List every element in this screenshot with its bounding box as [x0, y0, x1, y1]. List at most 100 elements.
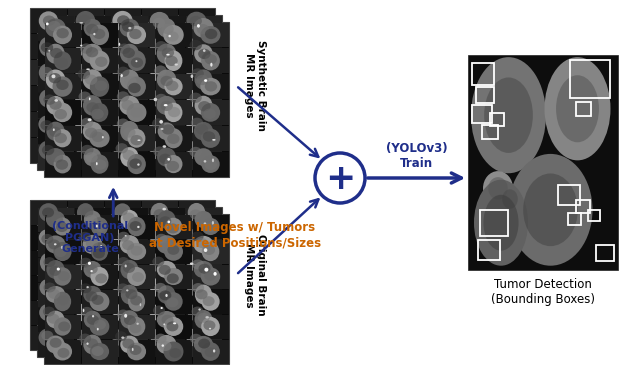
Ellipse shape: [187, 278, 206, 296]
Bar: [45, 215, 81, 238]
Ellipse shape: [54, 243, 56, 245]
Ellipse shape: [79, 232, 91, 242]
Ellipse shape: [204, 79, 207, 82]
Ellipse shape: [157, 70, 176, 89]
Ellipse shape: [200, 26, 221, 44]
Ellipse shape: [54, 133, 67, 143]
Ellipse shape: [157, 235, 177, 254]
Bar: [74, 283, 111, 307]
Bar: [156, 74, 191, 99]
Ellipse shape: [187, 328, 206, 347]
Ellipse shape: [138, 139, 141, 141]
Ellipse shape: [90, 270, 93, 272]
Ellipse shape: [53, 242, 72, 261]
Bar: [38, 283, 74, 307]
Ellipse shape: [122, 339, 134, 349]
Ellipse shape: [120, 121, 139, 142]
Ellipse shape: [167, 223, 179, 234]
Ellipse shape: [168, 35, 171, 37]
Bar: [38, 145, 74, 169]
Bar: [111, 41, 147, 66]
Ellipse shape: [129, 83, 141, 93]
Ellipse shape: [127, 26, 146, 44]
Ellipse shape: [113, 303, 132, 322]
Bar: [111, 93, 147, 118]
Bar: [156, 315, 191, 338]
Ellipse shape: [90, 129, 109, 147]
Bar: [74, 233, 111, 257]
Ellipse shape: [150, 12, 170, 30]
Bar: [480, 210, 508, 236]
Ellipse shape: [191, 231, 204, 241]
Bar: [568, 213, 581, 225]
Bar: [81, 315, 118, 338]
Bar: [156, 215, 191, 238]
Ellipse shape: [122, 100, 134, 110]
Bar: [74, 119, 111, 144]
Ellipse shape: [193, 18, 214, 38]
Bar: [74, 93, 111, 118]
Ellipse shape: [39, 63, 58, 82]
Ellipse shape: [154, 98, 157, 101]
Ellipse shape: [46, 260, 65, 279]
Bar: [576, 102, 591, 116]
Ellipse shape: [83, 309, 84, 312]
Bar: [67, 138, 104, 162]
Ellipse shape: [167, 273, 179, 283]
Ellipse shape: [46, 122, 65, 141]
Ellipse shape: [45, 148, 65, 166]
Ellipse shape: [120, 235, 139, 254]
Bar: [111, 145, 147, 169]
Bar: [45, 74, 81, 99]
Bar: [111, 307, 147, 331]
Bar: [81, 215, 118, 238]
Ellipse shape: [131, 246, 143, 256]
Ellipse shape: [76, 254, 95, 271]
Ellipse shape: [46, 211, 65, 228]
Ellipse shape: [54, 99, 58, 102]
Ellipse shape: [38, 328, 58, 347]
Text: Original Brain
MR Images: Original Brain MR Images: [244, 234, 266, 316]
Bar: [118, 100, 154, 125]
Bar: [81, 152, 118, 177]
Ellipse shape: [209, 328, 211, 330]
Ellipse shape: [42, 207, 54, 218]
Ellipse shape: [205, 347, 216, 357]
Bar: [118, 265, 154, 288]
Ellipse shape: [90, 292, 109, 311]
Bar: [31, 326, 67, 350]
Ellipse shape: [86, 291, 98, 301]
Ellipse shape: [161, 101, 173, 111]
Ellipse shape: [137, 164, 140, 166]
Ellipse shape: [194, 336, 213, 353]
Bar: [31, 60, 67, 85]
Ellipse shape: [166, 31, 179, 42]
Ellipse shape: [126, 289, 129, 291]
Bar: [111, 15, 147, 41]
Bar: [37, 15, 222, 170]
Ellipse shape: [202, 242, 220, 261]
Ellipse shape: [40, 120, 52, 131]
Ellipse shape: [56, 160, 68, 170]
Bar: [111, 333, 147, 357]
Ellipse shape: [127, 243, 146, 260]
Text: Novel Images w/ Tumors
at Desired Positions/Sizes: Novel Images w/ Tumors at Desired Positi…: [149, 221, 321, 249]
Bar: [156, 339, 191, 364]
Bar: [472, 63, 494, 85]
Ellipse shape: [58, 271, 70, 281]
Ellipse shape: [57, 268, 60, 270]
Ellipse shape: [77, 228, 95, 247]
Ellipse shape: [150, 304, 169, 321]
Ellipse shape: [76, 11, 95, 31]
Bar: [193, 239, 228, 264]
Ellipse shape: [46, 44, 65, 64]
Ellipse shape: [202, 218, 220, 235]
Ellipse shape: [125, 289, 138, 299]
Ellipse shape: [212, 139, 216, 141]
Ellipse shape: [58, 322, 70, 331]
Ellipse shape: [114, 253, 131, 272]
Text: (Conditional
PGGAN)
Generate: (Conditional PGGAN) Generate: [52, 221, 128, 254]
Bar: [193, 265, 228, 288]
Ellipse shape: [76, 63, 95, 82]
Ellipse shape: [54, 129, 72, 147]
